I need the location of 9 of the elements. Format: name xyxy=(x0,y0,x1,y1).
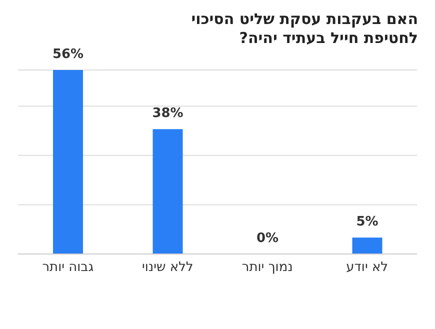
data-label: 38% xyxy=(152,106,184,122)
x-tick-label: לא יודע xyxy=(346,260,388,276)
data-label: 0% xyxy=(256,231,279,246)
x-tick-label: ללא שינוי xyxy=(142,260,194,276)
data-label: 56% xyxy=(52,47,84,62)
chart-title: האם בעקבות עסקת שליט הסיכוי לחטיפת חייל בעתיד יהיה? xyxy=(190,9,418,48)
x-tick-label: נמוך יותר xyxy=(242,260,293,276)
x-tick-label: גבוה יותר xyxy=(42,260,94,276)
data-label: 5% xyxy=(356,214,378,230)
